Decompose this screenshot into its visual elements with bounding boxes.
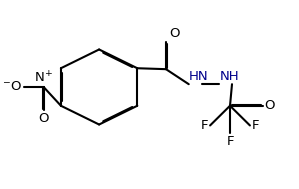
Text: F: F (200, 119, 208, 132)
Text: N$^{+}$: N$^{+}$ (34, 71, 53, 86)
Text: F: F (226, 135, 234, 148)
Text: NH: NH (220, 70, 240, 83)
Text: O: O (38, 112, 49, 125)
Text: $^{-}$O: $^{-}$O (2, 81, 22, 94)
Text: O: O (264, 99, 275, 112)
Text: HN: HN (189, 70, 208, 83)
Text: O: O (169, 27, 179, 40)
Text: F: F (252, 119, 260, 132)
